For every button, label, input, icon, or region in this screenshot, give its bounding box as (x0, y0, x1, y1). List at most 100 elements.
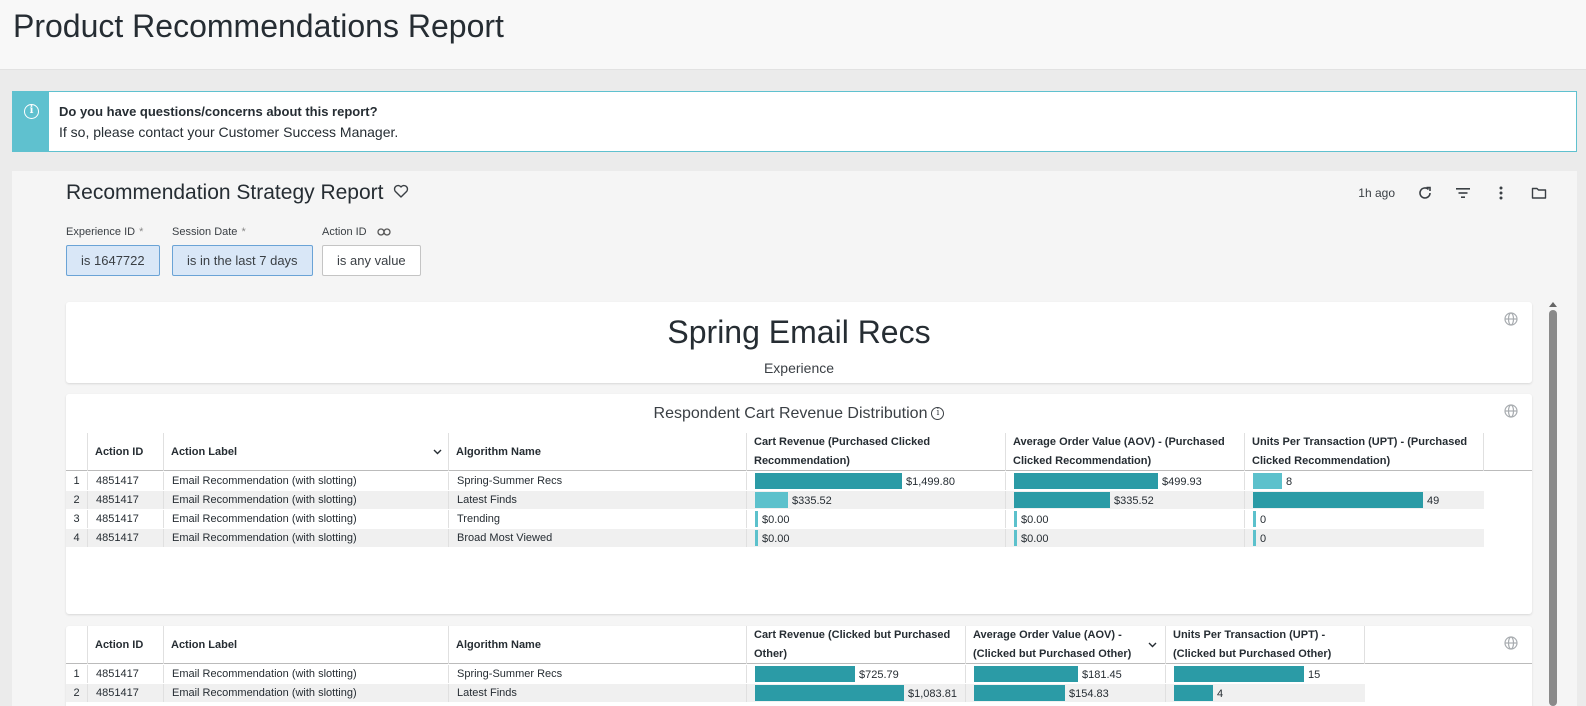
cell-algorithm-name: Trending (448, 510, 746, 528)
scroll-thumb[interactable] (1549, 310, 1557, 706)
bar-value: 0 (1260, 533, 1267, 545)
scrollbar[interactable] (1549, 302, 1557, 706)
cell-m1: $1,499.80 (746, 472, 1005, 490)
bar (1014, 530, 1017, 546)
bar (1253, 492, 1423, 508)
page-header: Product Recommendations Report (0, 0, 1586, 70)
globe-icon[interactable] (1504, 404, 1518, 418)
bar (974, 666, 1078, 682)
filter-experience-id-value[interactable]: is 1647722 (66, 245, 160, 276)
cell-algorithm-name: Spring-Summer Recs (448, 472, 746, 490)
cell-action-id: 4851417 (87, 510, 163, 528)
col-aov[interactable]: Average Order Value (AOV) - (Purchased C… (1005, 433, 1244, 471)
link-icon (376, 228, 391, 236)
col-cart-revenue[interactable]: Cart Revenue (Clicked but Purchased Othe… (746, 626, 965, 664)
bar (1014, 511, 1017, 527)
table-row[interactable]: 4 4851417 Email Recommendation (with slott… (66, 529, 1484, 547)
refresh-icon[interactable] (1417, 185, 1433, 201)
bar-value: $154.83 (1069, 688, 1109, 700)
cell-algorithm-name: Latest Finds (448, 684, 746, 702)
bar-value: $0.00 (762, 514, 790, 526)
cell-algorithm-name: Spring-Summer Recs (448, 665, 746, 683)
dashboard-title: Recommendation Strategy Report (66, 181, 384, 204)
filter-experience-id: Experience ID * is 1647722 (66, 225, 160, 276)
clicked-purchased-other-tile: Action ID Action Label Algorithm Name Ca… (66, 626, 1532, 706)
cell-action-id: 4851417 (87, 529, 163, 547)
table-row[interactable]: 2 4851417 Email Recommendation (with slott… (66, 491, 1484, 509)
globe-icon[interactable] (1504, 636, 1518, 650)
table-row[interactable]: 2 4851417 Email Recommendation (with slott… (66, 684, 1365, 702)
cell-action-label: Email Recommendation (with slotting) (163, 665, 448, 683)
table-row[interactable]: 1 4851417 Email Recommendation (with slott… (66, 665, 1365, 683)
col-aov[interactable]: Average Order Value (AOV) - (Clicked but… (965, 626, 1165, 664)
cell-m2: $499.93 (1005, 472, 1244, 490)
scroll-up-arrow[interactable] (1549, 302, 1557, 307)
filter-session-date-value[interactable]: is in the last 7 days (172, 245, 313, 276)
row-number: 3 (73, 513, 80, 525)
experience-subtitle: Experience (763, 360, 835, 376)
bar (1014, 473, 1158, 489)
cell-action-label: Email Recommendation (with slotting) (163, 684, 448, 702)
col-action-id[interactable]: Action ID (87, 626, 163, 664)
cell-m1: $0.00 (746, 529, 1005, 547)
folder-icon[interactable] (1531, 185, 1547, 201)
col-algorithm-name[interactable]: Algorithm Name (448, 433, 746, 471)
cell-action-label: Email Recommendation (with slotting) (163, 472, 448, 490)
globe-icon[interactable] (1504, 312, 1518, 326)
col-action-id[interactable]: Action ID (87, 433, 163, 471)
filter-icon[interactable] (1455, 185, 1471, 201)
col-action-label[interactable]: Action Label (163, 433, 448, 471)
bar-value: $499.93 (1162, 476, 1202, 488)
cell-m3: 49 (1244, 491, 1484, 509)
page-title: Product Recommendations Report (13, 8, 504, 44)
dashboard-toolbar: 1h ago (1358, 183, 1547, 203)
col-upt[interactable]: Units Per Transaction (UPT) - (Purchased… (1244, 433, 1484, 471)
heart-icon[interactable] (393, 183, 409, 199)
info-icon[interactable]: i (931, 407, 945, 421)
bar-value: $0.00 (1021, 533, 1049, 545)
bar (755, 685, 904, 701)
bar-value: $0.00 (1021, 514, 1049, 526)
cell-m3: 4 (1165, 684, 1365, 702)
bar (1253, 473, 1282, 489)
row-number: 4 (73, 532, 80, 544)
filter-label: Session Date (172, 226, 238, 238)
cell-m1: $335.52 (746, 491, 1005, 509)
bar (1253, 511, 1256, 527)
info-icon: i (24, 104, 39, 119)
filter-label: Experience ID (66, 226, 136, 238)
col-cart-revenue[interactable]: Cart Revenue (Purchased Clicked Recommen… (746, 433, 1005, 471)
col-action-label[interactable]: Action Label (163, 626, 448, 664)
chevron-down-icon[interactable] (1148, 642, 1157, 648)
filter-action-id: Action ID is any value (322, 225, 421, 276)
col-upt[interactable]: Units Per Transaction (UPT) - (Clicked b… (1165, 626, 1365, 664)
cell-algorithm-name: Latest Finds (448, 491, 746, 509)
row-number: 2 (73, 687, 80, 699)
bar (1014, 492, 1110, 508)
visualization-title: Respondent Cart Revenue Distribution i (66, 405, 1532, 423)
table-row[interactable]: 1 4851417 Email Recommendation (with slott… (66, 472, 1484, 490)
bar (755, 492, 788, 508)
banner-answer: If so, please contact your Customer Succ… (59, 124, 399, 140)
bar-value: 0 (1260, 514, 1267, 526)
filter-action-id-value[interactable]: is any value (322, 245, 421, 276)
more-vertical-icon[interactable] (1493, 185, 1509, 201)
chevron-down-icon[interactable] (433, 449, 442, 455)
col-action-label-text: Action Label (171, 445, 238, 458)
bar-value: 8 (1286, 476, 1293, 488)
bar-value: 49 (1427, 495, 1440, 507)
cell-m3: 8 (1244, 472, 1484, 490)
cell-action-id: 4851417 (87, 665, 163, 683)
bar (755, 666, 855, 682)
required-marker: * (241, 226, 246, 238)
bar (974, 685, 1065, 701)
viz-title-text: Respondent Cart Revenue Distribution (653, 405, 928, 422)
banner-question: Do you have questions/concerns about thi… (59, 104, 378, 119)
bar (1253, 530, 1256, 546)
cell-m2: $154.83 (965, 684, 1165, 702)
bar (755, 530, 758, 546)
col-algorithm-name[interactable]: Algorithm Name (448, 626, 746, 664)
info-banner: i Do you have questions/concerns about t… (12, 91, 1577, 152)
bar-value: $0.00 (762, 533, 790, 545)
table-row[interactable]: 3 4851417 Email Recommendation (with slott… (66, 510, 1484, 528)
